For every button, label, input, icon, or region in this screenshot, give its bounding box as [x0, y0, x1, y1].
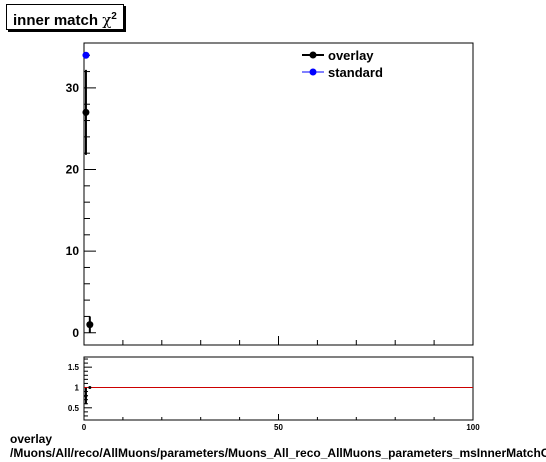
chart-title: inner match χ2	[6, 4, 124, 30]
chart-title-text: inner match	[13, 12, 99, 29]
ratio-axes: 0.5 1 1.5 0 50 100	[68, 358, 480, 432]
legend-marker	[309, 68, 317, 76]
legend: overlay standard	[302, 48, 383, 80]
ratio-point	[88, 385, 92, 389]
chart-title-symbol: χ	[102, 11, 112, 29]
ratio-x-tick-label: 0	[82, 423, 87, 432]
data-point	[82, 108, 90, 116]
legend-marker	[309, 51, 317, 59]
ratio-x-tick-label: 50	[274, 423, 283, 432]
footer-path: /Muons/All/reco/AllMuons/parameters/Muon…	[10, 446, 546, 460]
legend-label: standard	[328, 65, 383, 80]
main-y-tick-label: 10	[66, 244, 80, 258]
ratio-point	[84, 394, 88, 398]
ratio-marks	[84, 385, 473, 405]
main-y-tick-label: 30	[66, 81, 80, 95]
ratio-y-tick-label: 1	[75, 383, 80, 392]
main-plot-frame	[83, 42, 474, 346]
ratio-y-tick-label: 1.5	[68, 363, 80, 372]
main-marks	[82, 51, 94, 333]
ratio-plot-frame	[83, 356, 474, 421]
main-y-tick-label: 20	[66, 163, 80, 177]
main-y-tick-label: 0	[72, 326, 79, 340]
footer-label: overlay	[10, 432, 53, 446]
data-point	[82, 51, 90, 59]
ratio-y-tick-label: 0.5	[68, 404, 80, 413]
chart-title-superscript: 2	[111, 11, 117, 22]
legend-label: overlay	[328, 48, 374, 63]
data-point	[86, 321, 94, 329]
ratio-x-tick-label: 100	[466, 423, 480, 432]
